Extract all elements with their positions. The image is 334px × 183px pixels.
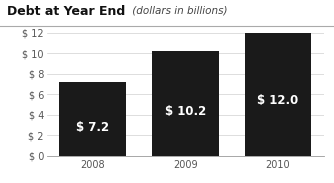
Text: $ 7.2: $ 7.2 xyxy=(76,121,109,134)
Bar xyxy=(152,51,219,156)
Text: Debt at Year End: Debt at Year End xyxy=(7,5,125,18)
Text: $ 12.0: $ 12.0 xyxy=(258,94,299,107)
Bar xyxy=(245,33,311,156)
Text: (dollars in billions): (dollars in billions) xyxy=(129,5,227,16)
Bar xyxy=(59,82,126,156)
Text: $ 10.2: $ 10.2 xyxy=(165,105,206,118)
